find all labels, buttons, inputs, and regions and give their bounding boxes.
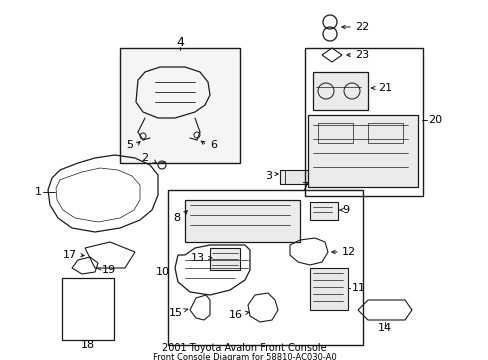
Text: 21: 21 [377,83,391,93]
Text: 6: 6 [209,140,217,150]
Text: 13: 13 [191,253,204,263]
Text: 7: 7 [301,182,308,192]
Text: 16: 16 [228,310,243,320]
Text: 8: 8 [173,213,180,223]
Text: 15: 15 [169,308,183,318]
Text: 23: 23 [354,50,368,60]
Text: 20: 20 [427,115,441,125]
Bar [309,202,337,220]
Bar [305,48,422,196]
Bar [317,123,352,143]
Text: 18: 18 [81,340,95,350]
Text: 14: 14 [377,323,391,333]
Bar [307,115,417,187]
Bar [168,190,362,345]
Text: 12: 12 [341,247,355,257]
Text: 2001 Toyota Avalon Front Console: 2001 Toyota Avalon Front Console [162,343,326,353]
Bar [312,72,367,110]
Bar [309,268,347,310]
Bar [184,200,299,242]
Bar [280,170,317,184]
Bar [209,248,240,270]
Text: 17: 17 [63,250,77,260]
Bar [120,48,240,163]
Text: 1: 1 [35,187,42,197]
Text: 4: 4 [176,36,183,49]
Text: 5: 5 [126,140,133,150]
Text: 19: 19 [102,265,116,275]
Text: Front Console Diagram for 58810-AC030-A0: Front Console Diagram for 58810-AC030-A0 [152,352,336,360]
Text: 2: 2 [141,153,148,163]
Text: 3: 3 [264,171,271,181]
Text: 9: 9 [341,205,348,215]
Text: 11: 11 [351,283,365,293]
Text: 22: 22 [354,22,368,32]
Text: 10: 10 [156,267,170,277]
Bar [367,123,402,143]
Bar [62,278,114,340]
